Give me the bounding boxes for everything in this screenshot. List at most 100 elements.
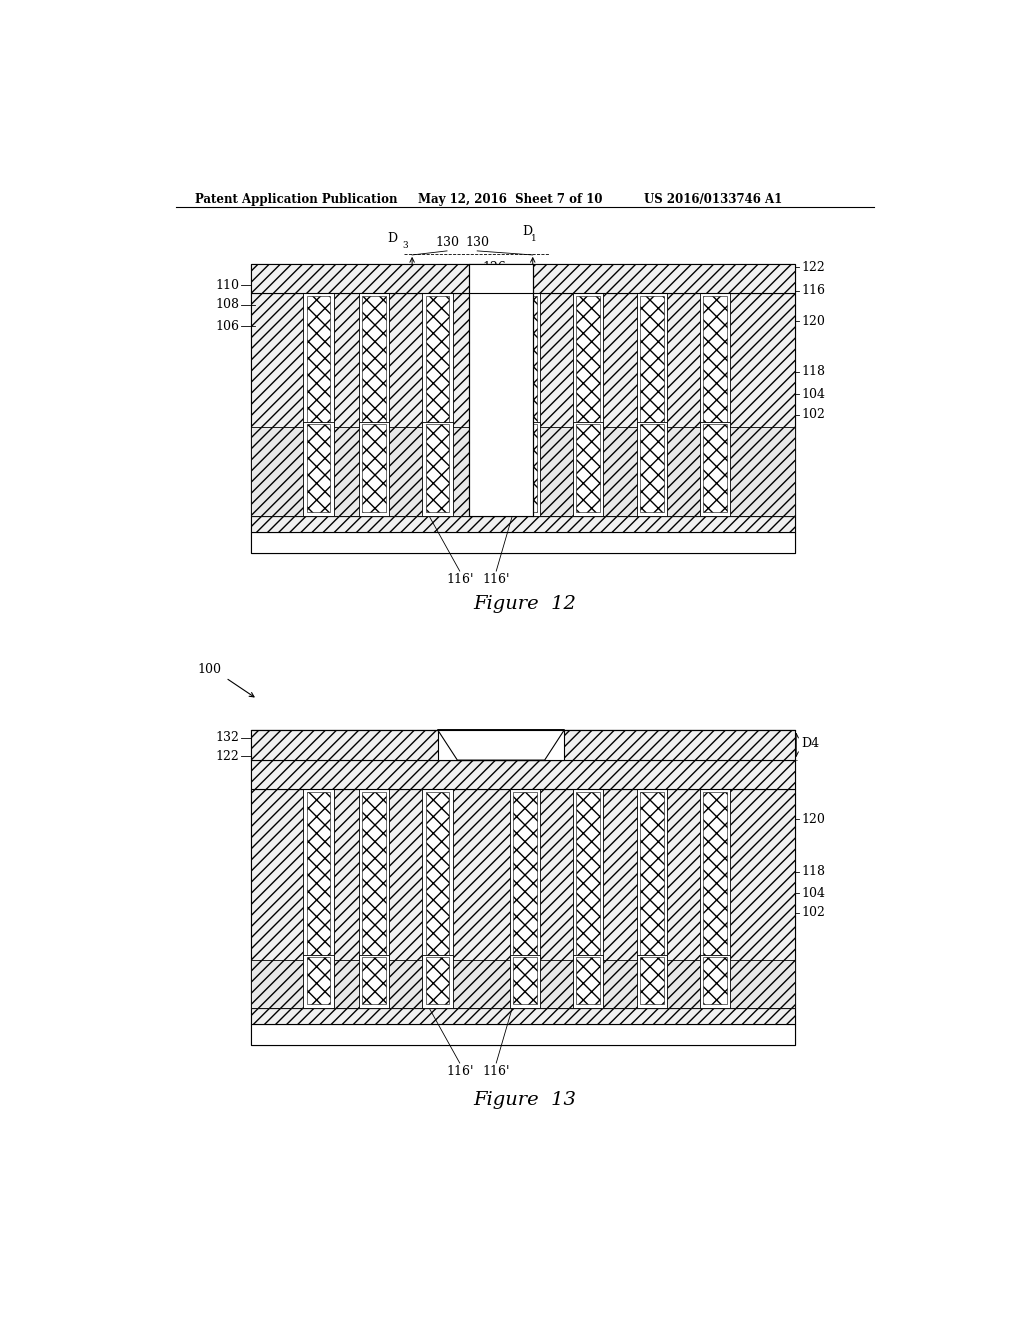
Text: D4: D4 [801,738,819,750]
Bar [703,424,727,512]
Bar [510,788,540,1008]
Text: 1: 1 [531,234,537,243]
Bar [426,424,450,512]
Text: 116': 116' [482,573,510,586]
Bar [306,424,331,512]
Bar [426,296,450,512]
Bar [700,293,730,516]
Text: 120: 120 [801,314,825,327]
Bar [469,264,532,516]
Bar [306,792,331,1005]
Bar [362,792,386,1005]
Text: 100: 100 [198,663,221,676]
Bar [251,293,795,516]
Bar [513,957,537,1005]
Bar [703,296,727,512]
Text: 126: 126 [482,260,507,273]
Bar [251,532,795,553]
Bar [437,730,564,760]
Bar [513,792,537,1005]
Bar [510,954,540,1008]
Bar [573,293,603,516]
Bar [640,296,664,512]
Bar [251,516,795,532]
Bar [637,788,667,1008]
Bar [637,293,667,516]
Bar [303,293,334,516]
Text: 132: 132 [215,731,240,744]
Bar [640,957,664,1005]
Bar [513,424,537,512]
Bar [573,788,603,1008]
Text: 116: 116 [801,284,825,297]
Bar [251,960,795,1008]
Bar [423,954,453,1008]
Bar [426,792,450,1005]
Bar [700,954,730,1008]
Bar [362,957,386,1005]
Text: 118: 118 [801,366,825,379]
Bar [303,421,334,516]
Text: 116': 116' [482,1065,510,1077]
Text: 130: 130 [435,236,459,249]
Text: 122: 122 [215,750,240,763]
Text: 106: 106 [215,319,240,333]
Bar [251,760,795,788]
Bar [426,957,450,1005]
Bar [303,954,334,1008]
Text: May 12, 2016  Sheet 7 of 10: May 12, 2016 Sheet 7 of 10 [418,193,602,206]
Bar [510,421,540,516]
Bar [577,424,600,512]
Bar [362,296,386,512]
Bar [640,424,664,512]
Text: Figure  12: Figure 12 [473,595,577,614]
Text: 102: 102 [801,408,825,421]
Text: 122: 122 [801,260,824,273]
Bar [577,296,600,512]
Bar [423,788,453,1008]
Text: 116': 116' [446,573,473,586]
Text: 104: 104 [801,887,825,900]
Text: 120: 120 [801,813,825,825]
Bar [251,426,795,516]
Bar [359,421,389,516]
Text: US 2016/0133746 A1: US 2016/0133746 A1 [644,193,782,206]
Text: 104: 104 [801,388,825,401]
Text: 102: 102 [801,906,825,919]
Bar [251,788,795,1008]
Bar [306,957,331,1005]
Bar [700,421,730,516]
Text: D: D [388,232,397,244]
Text: 130: 130 [465,236,489,249]
Text: 3: 3 [402,240,409,249]
Bar [251,1024,795,1044]
Bar [303,788,334,1008]
Text: D: D [522,224,532,238]
Bar [510,293,540,516]
Bar [251,1008,795,1024]
Bar [251,730,795,760]
Bar [703,792,727,1005]
Polygon shape [437,730,564,760]
Bar [362,424,386,512]
Text: 118: 118 [801,866,825,878]
Bar [577,792,600,1005]
Bar [573,421,603,516]
Bar [359,954,389,1008]
Text: 108: 108 [215,298,240,312]
Text: 116': 116' [446,1065,473,1077]
Bar [513,296,537,512]
Text: Figure  13: Figure 13 [473,1092,577,1109]
Text: Patent Application Publication: Patent Application Publication [196,193,398,206]
Bar [251,264,795,553]
Text: 110: 110 [215,279,240,292]
Bar [637,954,667,1008]
Bar [640,792,664,1005]
Bar [423,421,453,516]
Bar [251,730,795,1044]
Bar [577,957,600,1005]
Bar [700,788,730,1008]
Bar [573,954,603,1008]
Bar [306,296,331,512]
Bar [637,421,667,516]
